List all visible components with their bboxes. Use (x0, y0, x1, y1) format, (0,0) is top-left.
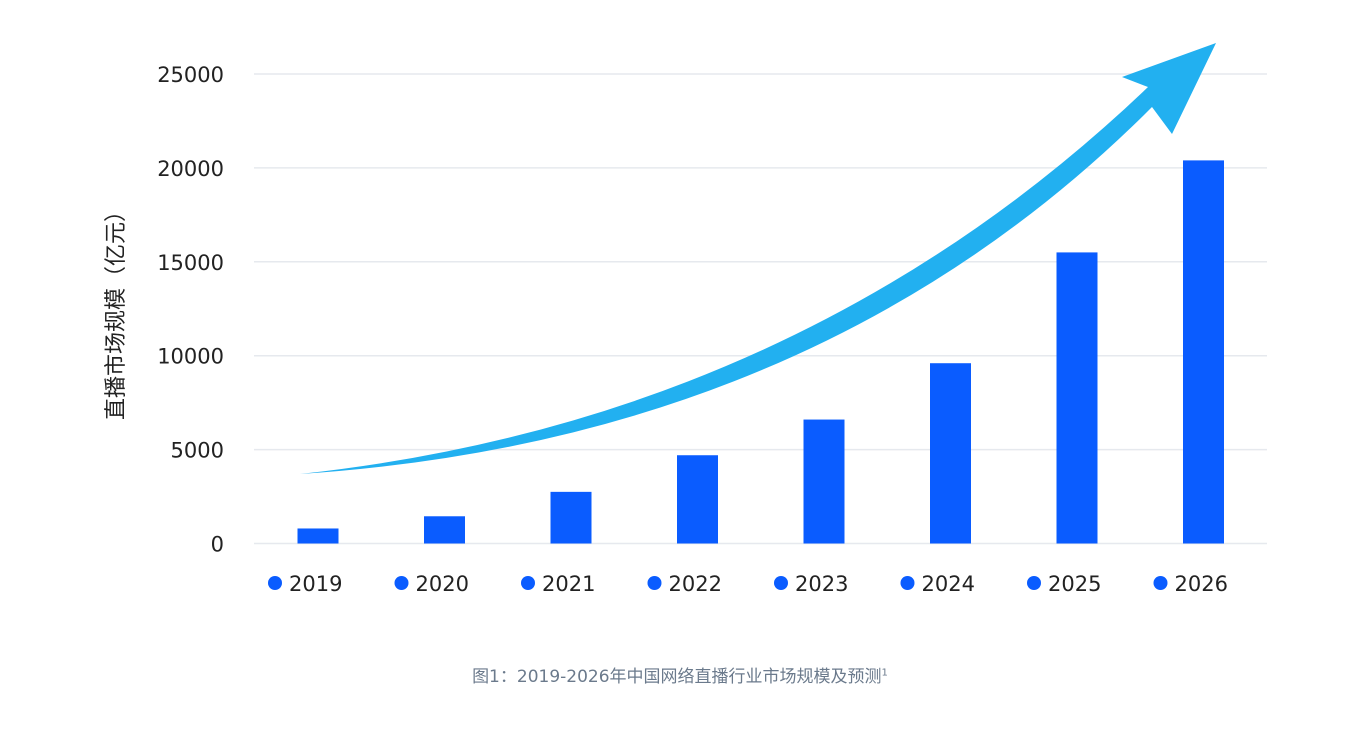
legend-dot-icon (268, 576, 282, 590)
y-axis-ticks: 0 5000 10000 15000 20000 25000 (157, 63, 224, 557)
y-tick-label: 0 (211, 533, 224, 557)
x-category-label: 2026 (1175, 572, 1228, 596)
legend-dot-icon (394, 576, 409, 590)
bars (297, 160, 1224, 544)
figure-caption: 图1：2019-2026年中国网络直播行业市场规模及预测1 (0, 662, 1360, 687)
x-category-label: 2023 (795, 572, 848, 596)
y-tick-label: 5000 (171, 439, 224, 463)
bar-2022 (677, 455, 718, 544)
x-category-label: 2020 (416, 572, 469, 596)
x-category-label: 2024 (922, 572, 975, 596)
bar-2025 (1056, 252, 1098, 544)
y-axis-label: 直播市场规模（亿元） (104, 200, 129, 420)
bar-2019 (297, 528, 339, 544)
y-tick-label: 15000 (157, 251, 224, 275)
x-category-label: 2019 (289, 572, 342, 596)
legend-dot-icon (1027, 576, 1041, 590)
legend-dot-icon (900, 576, 915, 590)
bar-2024 (930, 363, 971, 544)
legend-dot-icon (774, 576, 788, 590)
x-category-label: 2025 (1048, 572, 1101, 596)
y-tick-label: 20000 (157, 157, 224, 181)
legend-dot-icon (1153, 576, 1168, 590)
legend-dot-icon (521, 576, 535, 590)
caption-footnote: 1 (881, 667, 888, 679)
gridlines (254, 73, 1267, 545)
caption-text: 图1：2019-2026年中国网络直播行业市场规模及预测 (472, 667, 882, 687)
x-category-label: 2022 (669, 572, 722, 596)
bar-2026 (1183, 160, 1224, 544)
x-axis-categories: 2019 2020 2021 2022 2023 2024 2025 2026 (268, 572, 1228, 596)
bar-2021 (550, 491, 592, 544)
y-tick-label: 10000 (157, 345, 224, 369)
bar-2023 (803, 419, 845, 544)
y-tick-label: 25000 (157, 63, 224, 87)
x-category-label: 2021 (542, 572, 595, 596)
bar-2020 (424, 516, 465, 544)
legend-dot-icon (647, 576, 662, 590)
